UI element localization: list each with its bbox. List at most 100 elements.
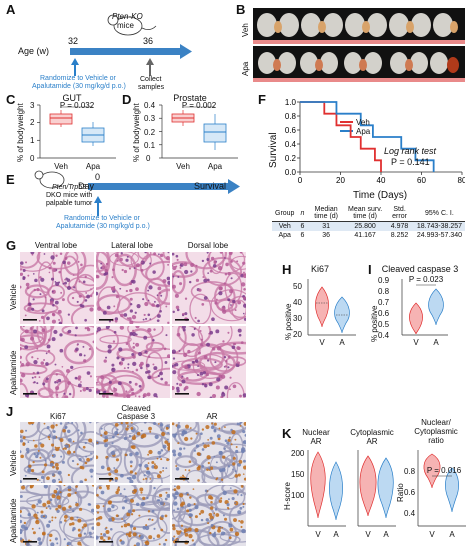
x-tick-label: 0 [298, 176, 303, 185]
gut-photo-veh [253, 8, 465, 44]
week-start: 32 [68, 36, 79, 46]
k-ytick-r04: 0.4 [404, 509, 416, 518]
panel-label-c: C [6, 92, 16, 107]
table-header-cell: n [297, 205, 308, 222]
survival-line-apa [300, 101, 435, 172]
table-header-cell: Median time (d) [307, 205, 345, 222]
y-tick-label: 0.8 [285, 112, 297, 121]
table-cell: 6 [297, 221, 308, 231]
logrank-pvalue: P = 0.141 [391, 157, 430, 167]
panel-label-j: J [6, 404, 14, 419]
panel-c-plot [37, 104, 116, 159]
panel-i-group-a: A [433, 338, 439, 347]
k-sub3-l1: Nuclear/ [421, 418, 451, 427]
legend-veh: Veh [356, 118, 370, 127]
table-row: Apa 6 36 41.167 8.252 24.993-57.340 [272, 231, 465, 240]
collect-text-2: samples [138, 84, 165, 91]
k-ytick-200: 200 [291, 449, 305, 458]
panel-f-ylabel: Survival [268, 132, 279, 168]
y-tick-label: 1.0 [285, 98, 297, 107]
day-label: Day [78, 181, 95, 191]
k-sub3-l3: ratio [428, 436, 444, 445]
k-sub2-l2: AR [366, 437, 378, 446]
micrograph-tile [172, 485, 246, 546]
k-sub3-l2: Cytoplasmic [414, 427, 458, 436]
micrograph-tile [96, 422, 170, 483]
panel-i-ytick-1: 0.5 [378, 320, 390, 329]
he-histology-grid [20, 252, 246, 398]
k-sub2-l1: Cytoplasmic [350, 428, 394, 437]
panel-label-f: F [258, 92, 266, 107]
survival-line-veh [300, 101, 382, 172]
panel-i-ytick-0: 0.4 [378, 331, 390, 340]
table-cell: 36 [307, 231, 345, 240]
table-cell: 4.978 [385, 221, 414, 231]
panel-d-ytick-4: 0.4 [144, 101, 156, 110]
x-tick-label: 60 [417, 176, 426, 185]
mouse-label: Pten-KO [112, 12, 143, 21]
table-header-cell: Mean surv. time (d) [344, 205, 386, 222]
gut-photo-apa [253, 46, 465, 82]
survival-endpoint: Survival [194, 181, 227, 191]
table-cell: 18.743-38.257 [413, 221, 465, 231]
k-group-a3: A [449, 530, 455, 539]
k-pvalue: P = 0.016 [426, 466, 462, 475]
panel-c-ylabel: % of bodyweight [16, 103, 25, 162]
k-group-a2: A [383, 530, 389, 539]
table-cell: 6 [297, 231, 308, 240]
mouse-icon [107, 14, 157, 36]
panel-label-a: A [6, 2, 16, 17]
y-tick-label: 0.4 [285, 140, 297, 149]
table-cell: 41.167 [344, 231, 386, 240]
micrograph-tile [172, 422, 246, 483]
row-label-apa: Apa [241, 61, 250, 76]
panel-h-group-v: V [319, 338, 325, 347]
panel-h-ytick-1: 30 [293, 314, 302, 323]
k-group-v1: V [315, 530, 321, 539]
panel-i-ytick-5: 0.9 [378, 276, 390, 285]
randomize-text-1: Randomize to Vehicle or [40, 75, 116, 82]
dko-label-3: palpable tumor [46, 200, 93, 207]
table-header-cell: 95% C. I. [413, 205, 465, 222]
panel-d-ytick-2: 0.2 [144, 128, 156, 137]
logrank-label: Log rank test [384, 146, 437, 156]
panel-label-g: G [6, 238, 17, 253]
table-cell: 25.800 [344, 221, 386, 231]
k-ytick-r08: 0.8 [404, 467, 416, 476]
panel-h-ytick-0: 20 [293, 330, 302, 339]
panel-d-ylabel: % of bodyweight [132, 103, 141, 162]
panel-label-e: E [6, 172, 15, 187]
k-group-v2: V [365, 530, 371, 539]
e-randomize-2: Apalutamide (30 mg/kg/d p.o.) [56, 223, 150, 230]
age-label: Age (w) [18, 46, 50, 56]
dko-label-2: DKO mice with [46, 192, 93, 199]
panel-d-title: Prostate [173, 93, 207, 103]
micrograph-tile [20, 252, 94, 324]
k-sub1-l2: AR [310, 437, 322, 446]
table-cell: 24.993-57.340 [413, 231, 465, 240]
panel-label-d: D [122, 92, 132, 107]
randomize-text-2: Apalutamide (30 mg/kg/d p.o.) [32, 83, 126, 90]
week-end: 36 [143, 36, 154, 46]
e-randomize-1: Randomize to Vehicle or [64, 215, 140, 222]
panel-h-ytick-2: 40 [293, 298, 302, 307]
panel-c-pvalue: P = 0.032 [59, 101, 95, 110]
panel-d-plot [159, 104, 238, 159]
y-tick-label: 0.2 [285, 154, 297, 163]
panel-i-violin [401, 279, 448, 336]
micrograph-tile [96, 485, 170, 546]
panel-label-i: I [368, 262, 372, 277]
panel-i-ytick-2: 0.6 [378, 309, 390, 318]
panel-h-ylabel: % positive [284, 303, 293, 340]
table-header-row: Group n Median time (d) Mean surv. time … [272, 205, 465, 222]
panel-e-timeline [34, 170, 240, 216]
panel-c-ytick-0: 0 [30, 154, 35, 163]
j-col-cc3-1: Cleaved [121, 404, 151, 413]
x-tick-label: 20 [336, 176, 345, 185]
panel-d-pvalue: P = 0.002 [181, 101, 217, 110]
panel-f-xlabel: Time (Days) [352, 190, 408, 201]
panel-h-group-a: A [339, 338, 345, 347]
j-col-cc3-2: Caspase 3 [116, 412, 156, 421]
panel-i-title: Cleaved caspase 3 [381, 264, 459, 274]
survival-plot: 0 20 40 60 80 0.0 0.2 0.4 0.6 0.8 1.0 [285, 98, 465, 185]
